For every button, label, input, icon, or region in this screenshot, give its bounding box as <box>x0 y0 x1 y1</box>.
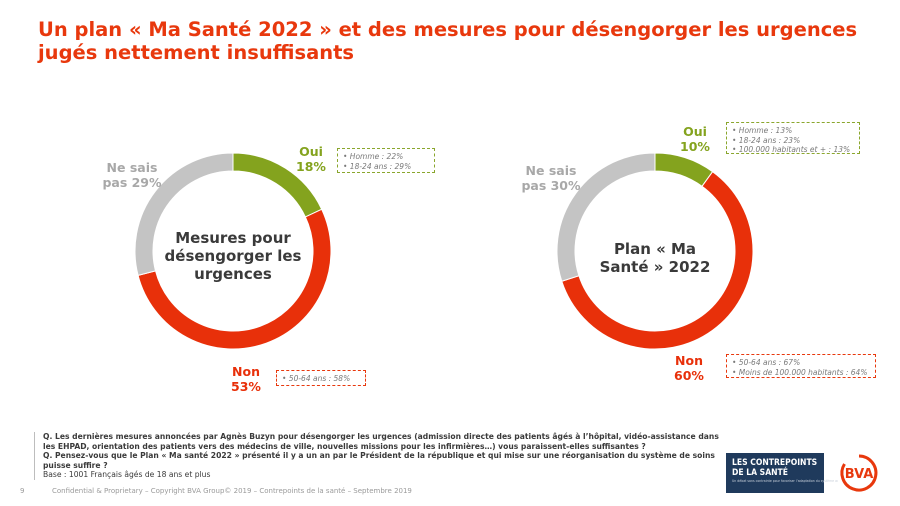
label-oui-mesures: Oui 18% <box>289 144 333 174</box>
label-oui-plan: Oui 10% <box>673 124 717 154</box>
donut-center-label-mesures: Mesures pour désengorger les urgences <box>163 229 303 283</box>
bva-logo: BVA <box>838 452 880 494</box>
center-line: Mesures pour <box>175 229 291 247</box>
donut-chart-mesures <box>134 152 332 350</box>
annotation-line: • 18-24 ans : 29% <box>343 161 412 171</box>
title-line-1: Un plan « Ma Santé 2022 » et des mesures… <box>38 18 858 41</box>
annotation-oui-plan: • Homme : 13% • 18-24 ans : 23% • 100.00… <box>726 122 860 154</box>
annotation-line: • Homme : 22% <box>343 152 404 161</box>
page-title: Un plan « Ma Santé 2022 » et des mesures… <box>38 18 858 64</box>
contrepoints-logo-line2: DE LA SANTÉ <box>732 468 788 478</box>
donut-slice-oui <box>654 152 714 187</box>
center-line: désengorger les <box>164 247 302 265</box>
annotation-line: • 50-64 ans : 58% <box>282 374 351 383</box>
contrepoints-logo: LES CONTREPOINTS DE LA SANTÉ Un débat sa… <box>726 453 875 493</box>
annotation-line: • 100.000 habitants et + : 13% <box>732 145 851 154</box>
label-non-mesures: Non 53% <box>223 364 269 394</box>
question-2: Q. Pensez-vous que le Plan « Ma santé 20… <box>43 451 715 470</box>
label-nsp-value: pas 30% <box>521 178 581 193</box>
label-non-plan: Non 60% <box>666 353 712 383</box>
center-line: Plan « Ma <box>613 240 697 258</box>
donut-chart-plan <box>556 152 754 350</box>
label-nsp-mesures: Ne sais pas 29% <box>100 160 164 190</box>
annotation-line: • 50-64 ans : 67% <box>732 358 801 367</box>
contrepoints-logo-tagline: Un débat sans contrainte pour favoriser … <box>732 479 875 483</box>
label-nsp-value: pas 29% <box>102 175 162 190</box>
annotation-oui-mesures: • Homme : 22% • 18-24 ans : 29% <box>337 148 435 173</box>
footer: 9 Confidential & Proprietary – Copyright … <box>20 487 412 495</box>
label-non-text: Non <box>232 364 260 379</box>
page-number: 9 <box>20 487 25 495</box>
donut-center-label-plan: Plan « Ma Santé » 2022 <box>585 240 725 276</box>
bva-logo-text: BVA <box>845 467 874 482</box>
center-line: urgences <box>194 265 272 283</box>
label-non-text: Non <box>675 353 703 368</box>
donut-slice-ne-sais-pas <box>134 152 234 276</box>
label-nsp-text: Ne sais <box>525 163 577 178</box>
title-line-2: jugés nettement insuffisants <box>38 41 355 64</box>
label-non-value: 60% <box>674 368 704 383</box>
label-oui-text: Oui <box>683 124 707 139</box>
center-line: Santé » 2022 <box>599 258 711 276</box>
contrepoints-logo-line1: LES CONTREPOINTS <box>732 458 818 468</box>
annotation-line: • Moins de 100.000 habitants : 64% <box>732 367 868 377</box>
annotation-non-mesures: • 50-64 ans : 58% <box>276 370 366 386</box>
base-note: Base : 1001 Français âgés de 18 ans et p… <box>43 470 211 479</box>
donut-slice-ne-sais-pas <box>556 152 656 282</box>
label-oui-value: 10% <box>680 139 710 154</box>
question-1: Q. Les dernières mesures annoncées par A… <box>43 432 719 451</box>
annotation-line: • 18-24 ans : 23% <box>732 135 801 145</box>
label-oui-value: 18% <box>296 159 326 174</box>
annotation-non-plan: • 50-64 ans : 67% • Moins de 100.000 hab… <box>726 354 876 378</box>
label-nsp-plan: Ne sais pas 30% <box>519 163 583 193</box>
question-block: Q. Les dernières mesures annoncées par A… <box>34 432 723 480</box>
label-non-value: 53% <box>231 379 261 394</box>
label-nsp-text: Ne sais <box>106 160 158 175</box>
annotation-line: • Homme : 13% <box>732 126 793 135</box>
label-oui-text: Oui <box>299 144 323 159</box>
footer-text: Confidential & Proprietary – Copyright B… <box>52 487 412 495</box>
